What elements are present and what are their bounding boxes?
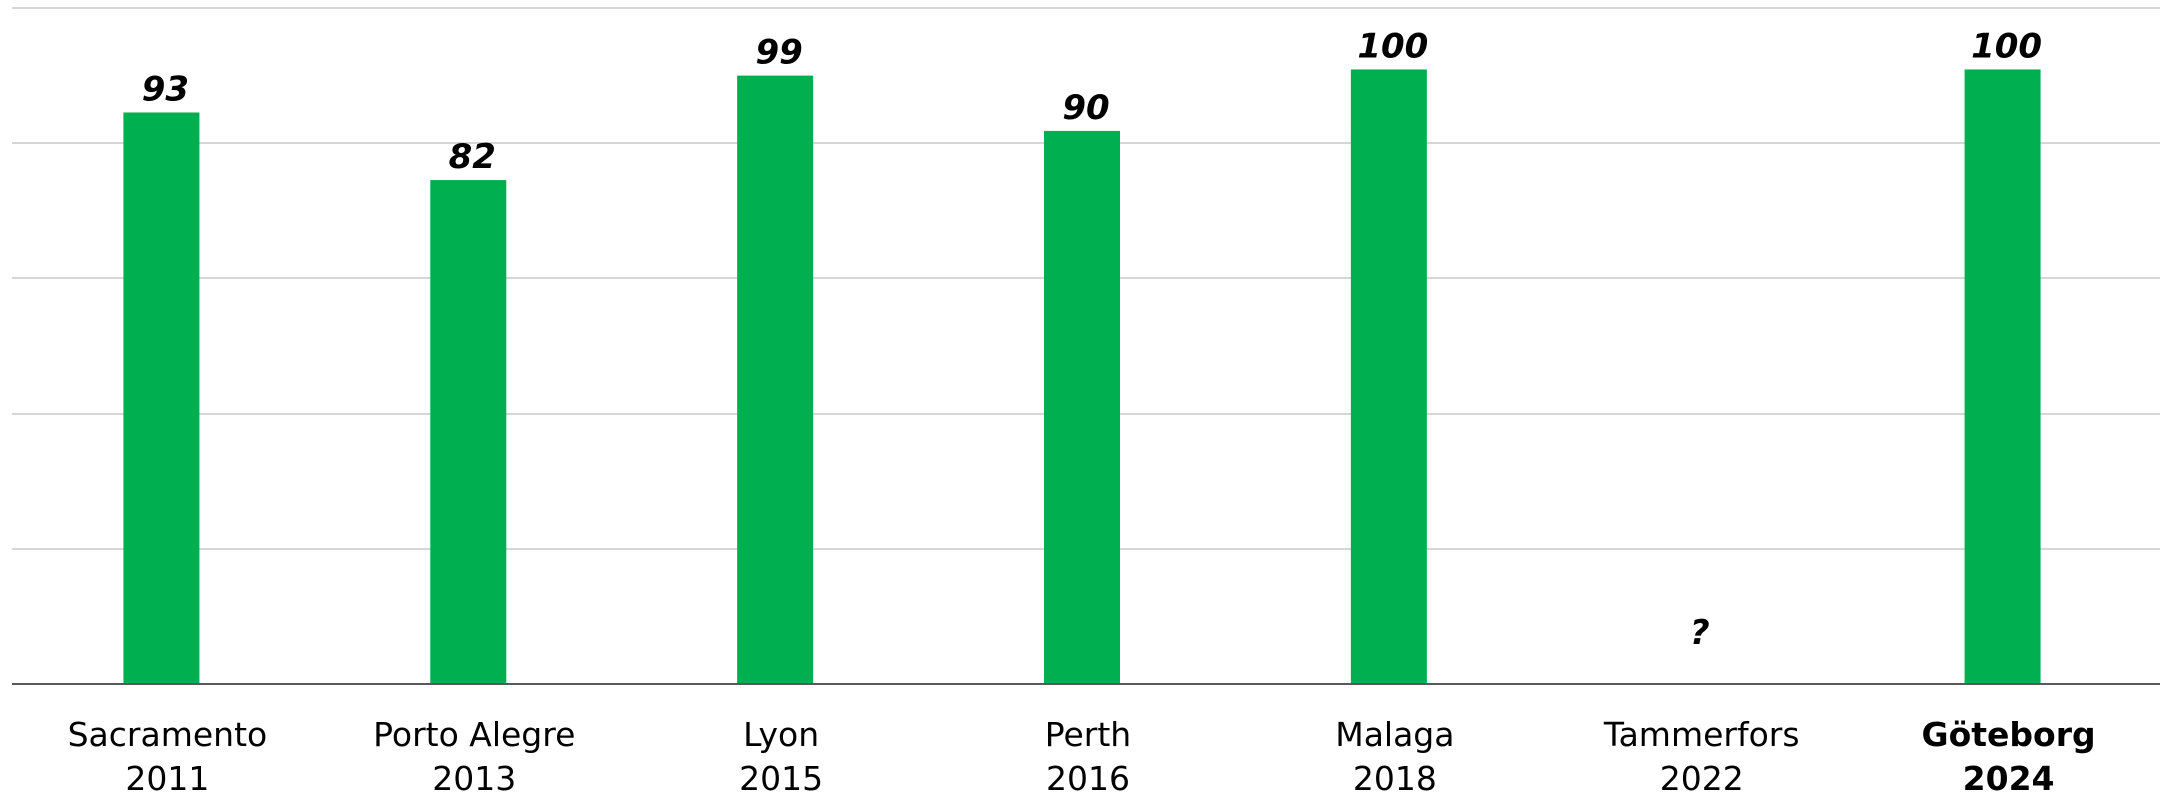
bar-sacramento	[123, 112, 200, 685]
data-label: 82	[449, 137, 496, 177]
category-label-year: 2022	[1660, 759, 1744, 798]
data-label: 100	[1357, 26, 1428, 66]
category-label-city: Lyon	[743, 715, 819, 754]
bar-perth	[1044, 130, 1120, 685]
category-label-city: Perth	[1045, 715, 1131, 754]
data-label: 90	[1062, 88, 1109, 128]
category-label-city: Porto Alegre	[373, 715, 575, 754]
category-label-year: 2018	[1353, 759, 1437, 798]
data-label: ?	[1690, 613, 1710, 653]
category-label-city: Tammerfors	[1603, 715, 1800, 754]
category-label-year: 2011	[125, 759, 209, 798]
bar-porto-alegre	[430, 180, 507, 684]
category-label-city: Sacramento	[68, 715, 268, 754]
category-label-year: 2013	[432, 759, 516, 798]
category-label-city: Malaga	[1335, 715, 1454, 754]
category-label-year: 2016	[1046, 759, 1130, 798]
bar-lyon	[737, 75, 814, 685]
category-label-year: 2015	[739, 759, 823, 798]
category-label-year: 2024	[1963, 759, 2055, 798]
category-label-city: Göteborg	[1922, 715, 2096, 754]
data-label: 93	[142, 69, 189, 109]
bar-g-teborg	[1964, 69, 2041, 685]
bar-malaga	[1350, 69, 1427, 685]
data-label: 100	[1971, 26, 2042, 66]
data-label: 99	[755, 33, 802, 73]
